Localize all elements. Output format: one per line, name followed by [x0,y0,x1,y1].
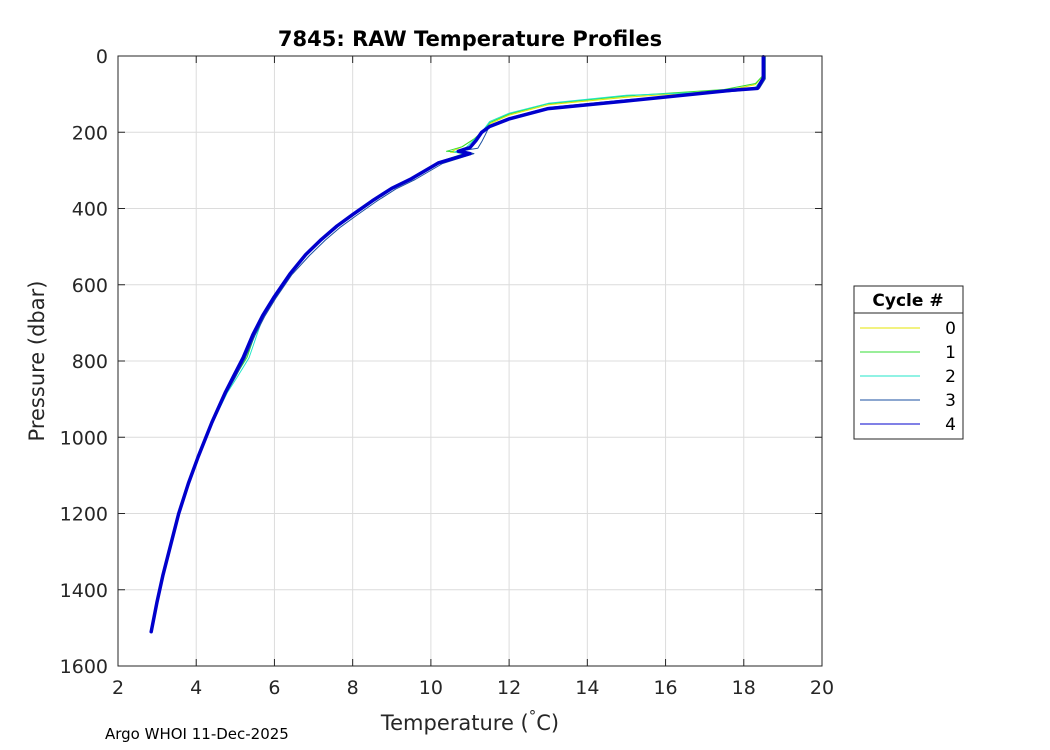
x-axis-label: Temperature (°C) [380,707,559,735]
x-tick-label: 16 [653,677,677,699]
legend-title: Cycle # [872,291,943,311]
x-axis-label-degree: ° [529,707,537,725]
series-lines [149,55,766,634]
y-tick-label: 200 [72,122,108,144]
legend-label-cycle-0: 0 [945,319,956,339]
x-tick-label: 10 [419,677,443,699]
y-axis-label: Pressure (dbar) [25,281,49,442]
x-tick-label: 12 [497,677,521,699]
series-line-cycle-1 [150,56,764,633]
x-tick-label: 2 [112,677,124,699]
y-tick-label: 800 [72,351,108,373]
x-tick-label: 18 [732,677,756,699]
legend-label-cycle-3: 3 [945,391,956,411]
y-tick-label: 400 [72,199,108,221]
y-tick-label: 1000 [60,427,108,449]
legend-box [853,285,964,440]
legend-label-cycle-4: 4 [945,415,956,435]
y-tick-label: 600 [72,275,108,297]
x-axis-label-main: Temperature ( [380,711,529,735]
legend: Cycle # 0 1 2 3 4 [853,285,964,440]
x-tick-label: 20 [810,677,834,699]
x-tick-label: 8 [347,677,359,699]
footer-note: Argo WHOI 11-Dec-2025 [105,725,289,743]
x-tick-label: 14 [575,677,599,699]
ticks: 2 4 6 8 10 12 14 16 18 20020040060080010001200140… [60,46,834,699]
x-tick-label: 6 [268,677,280,699]
legend-label-cycle-2: 2 [945,367,956,387]
series-line-cycle-0 [150,56,764,633]
y-tick-label: 1600 [60,656,108,678]
series-line-cycle-4 [149,55,766,634]
series-line-cycle-3 [150,56,766,633]
legend-label-cycle-1: 1 [945,343,956,363]
y-tick-label: 1400 [60,580,108,602]
chart-title: 7845: RAW Temperature Profiles [278,27,662,51]
legend-entries: 0 1 2 3 4 [860,319,956,435]
series-line-cycle-2 [150,56,764,633]
y-tick-label: 1200 [60,504,108,526]
y-tick-label: 0 [96,46,108,68]
x-axis-label-unit: C) [536,711,559,735]
x-tick-label: 4 [190,677,202,699]
